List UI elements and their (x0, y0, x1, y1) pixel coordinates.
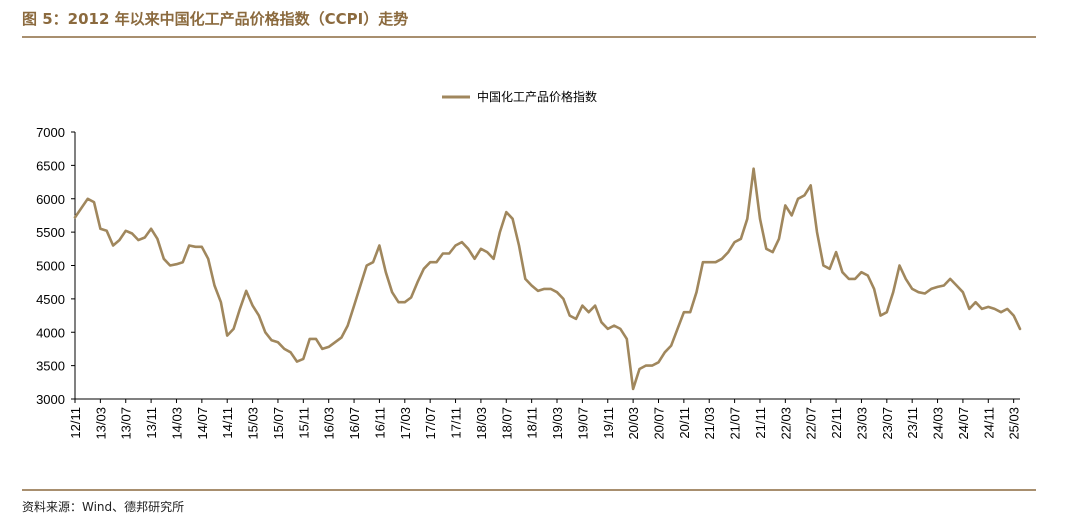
x-tick-label: 22/11 (829, 407, 844, 439)
x-tick-label: 16/03 (322, 407, 337, 440)
x-tick-label: 15/07 (271, 407, 286, 440)
footer-divider (22, 489, 1036, 491)
x-tick-label: 16/07 (347, 407, 362, 440)
x-tick-label: 24/07 (956, 407, 971, 440)
x-tick-label: 24/11 (981, 407, 996, 439)
x-tick-label: 20/07 (651, 407, 666, 440)
x-tick-label: 19/03 (550, 407, 565, 440)
x-tick-label: 19/11 (601, 407, 616, 439)
y-tick-label: 5000 (36, 259, 65, 274)
y-axis: 3000 3500 4000 4500 5000 5500 6000 6500 7000 (36, 125, 76, 407)
x-tick-label: 13/03 (93, 407, 108, 440)
y-tick-label: 3000 (36, 392, 65, 407)
y-tick-label: 6500 (36, 158, 65, 173)
x-tick-label: 18/11 (525, 407, 540, 439)
x-tick-label: 23/11 (905, 407, 920, 439)
x-tick-label: 22/07 (804, 407, 819, 440)
chart-legend: 中国化工产品价格指数 (442, 89, 597, 104)
x-tick-label: 14/07 (195, 407, 210, 440)
x-tick-label: 16/11 (372, 407, 387, 439)
x-tick-label: 23/03 (854, 407, 869, 440)
x-tick-label: 22/03 (778, 407, 793, 440)
source-note: 资料来源：Wind、德邦研究所 (22, 500, 185, 514)
x-tick-label: 21/11 (753, 407, 768, 439)
y-tick-label: 6000 (36, 192, 65, 207)
x-tick-label: 14/03 (169, 407, 184, 440)
x-tick-label: 21/07 (728, 407, 743, 440)
x-tick-label: 23/07 (880, 407, 895, 440)
x-tick-label: 17/07 (423, 407, 438, 440)
y-tick-label: 5500 (36, 225, 65, 240)
x-axis: 12/11 13/03 13/07 13/11 14/03 14/07 14/11 15/03… (68, 398, 1022, 440)
x-tick-label: 14/11 (220, 407, 235, 439)
x-tick-label: 17/03 (398, 407, 413, 440)
legend-label: 中国化工产品价格指数 (477, 89, 597, 104)
y-tick-label: 4500 (36, 292, 65, 307)
x-tick-label: 20/03 (626, 407, 641, 440)
series-line-ccpi (73, 167, 1022, 391)
x-tick-label: 24/03 (931, 407, 946, 440)
x-tick-label: 15/11 (296, 407, 311, 439)
line-chart: 中国化工产品价格指数 3000 3500 4000 4500 5000 5500 6000 6… (36, 89, 1022, 440)
y-tick-label: 3500 (36, 359, 65, 374)
x-tick-label: 18/03 (474, 407, 489, 440)
y-tick-label: 7000 (36, 125, 65, 140)
x-tick-label: 25/03 (1007, 407, 1022, 440)
x-tick-label: 19/07 (575, 407, 590, 440)
x-tick-label: 13/11 (144, 407, 159, 439)
x-tick-label: 18/07 (499, 407, 514, 440)
title-divider (22, 36, 1036, 38)
x-tick-label: 13/07 (119, 407, 134, 440)
x-tick-label: 17/11 (449, 407, 464, 439)
x-tick-label: 20/11 (677, 407, 692, 439)
plot-area (73, 167, 1022, 391)
x-tick-label: 15/03 (246, 407, 261, 440)
x-tick-label: 12/11 (68, 407, 83, 439)
figure-title: 图 5：2012 年以来中国化工产品价格指数（CCPI）走势 (22, 10, 409, 28)
y-tick-label: 4000 (36, 325, 65, 340)
x-tick-label: 21/03 (702, 407, 717, 440)
